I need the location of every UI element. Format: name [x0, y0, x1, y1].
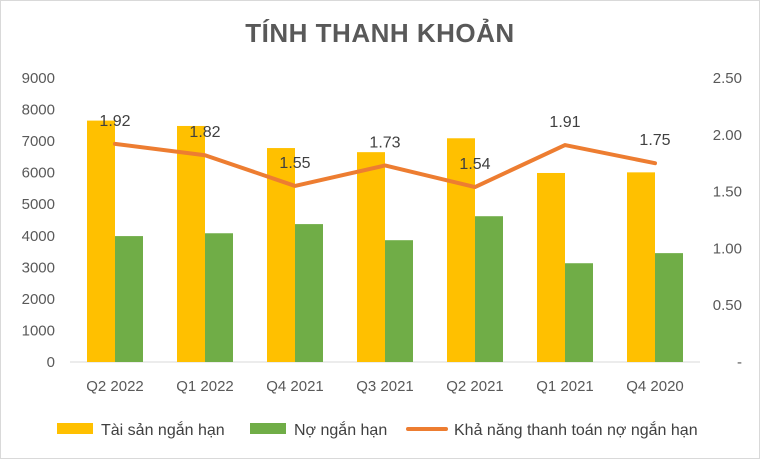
x-tick-label: Q3 2021: [356, 378, 414, 395]
y-left-tick-label: 1000: [22, 322, 55, 339]
y-right-tick-label: 2.00: [713, 127, 742, 144]
x-tick-label: Q1 2021: [536, 378, 594, 395]
line-data-label: 1.54: [459, 156, 490, 173]
chart-title: TÍNH THANH KHOẢN: [245, 18, 515, 48]
axes-layer: 0 1000 2000 3000 4000 5000 6000 7000 8000 9000 - 0.…: [22, 70, 742, 395]
y-right-tick-label: 1.50: [713, 184, 742, 201]
y-right-tick-label: 0.50: [713, 297, 742, 314]
legend: Tài sản ngắn hạn Nợ ngắn hạn Khả năng than…: [57, 420, 698, 439]
labels-layer: 1.92 1.82 1.55 1.73 1.54 1.91 1.75: [99, 113, 670, 173]
bar-tai-san-ngan-han: [627, 172, 655, 362]
bar-no-ngan-han: [205, 233, 233, 362]
y-left-tick-label: 9000: [22, 70, 55, 87]
y-left-tick-label: 2000: [22, 291, 55, 308]
line-data-label: 1.73: [369, 134, 400, 151]
line-data-label: 1.92: [99, 113, 130, 130]
line-data-label: 1.75: [639, 132, 670, 149]
y-right-tick-label: 2.50: [713, 70, 742, 87]
bars-layer: [87, 120, 683, 362]
legend-label: Khả năng thanh toán nợ ngắn hạn: [454, 420, 698, 439]
x-tick-label: Q1 2022: [176, 378, 234, 395]
legend-item: Nợ ngắn hạn: [250, 420, 387, 439]
y-left-tick-label: 0: [47, 354, 55, 371]
legend-swatch: [57, 423, 93, 434]
y-left-tick-label: 5000: [22, 196, 55, 213]
bar-tai-san-ngan-han: [447, 138, 475, 362]
x-tick-label: Q4 2020: [626, 378, 684, 395]
x-tick-label: Q2 2021: [446, 378, 504, 395]
bar-tai-san-ngan-han: [357, 152, 385, 362]
y-left-tick-label: 3000: [22, 259, 55, 276]
y-left-tick-label: 8000: [22, 102, 55, 119]
bar-no-ngan-han: [115, 236, 143, 362]
bar-no-ngan-han: [475, 216, 503, 362]
line-data-label: 1.91: [549, 114, 580, 131]
y-left-tick-label: 6000: [22, 165, 55, 182]
y-right-tick-label: -: [737, 354, 742, 371]
line-data-label: 1.55: [279, 155, 310, 172]
line-data-label: 1.82: [189, 124, 220, 141]
bar-no-ngan-han: [385, 240, 413, 362]
bar-no-ngan-han: [295, 224, 323, 362]
x-tick-label: Q2 2022: [86, 378, 144, 395]
bar-no-ngan-han: [655, 253, 683, 362]
legend-item: Tài sản ngắn hạn: [57, 420, 225, 439]
legend-label: Nợ ngắn hạn: [294, 420, 387, 439]
legend-swatch: [250, 423, 286, 434]
bar-tai-san-ngan-han: [177, 125, 205, 362]
legend-item: Khả năng thanh toán nợ ngắn hạn: [406, 420, 698, 439]
y-left-tick-label: 4000: [22, 228, 55, 245]
bar-tai-san-ngan-han: [87, 120, 115, 362]
legend-label: Tài sản ngắn hạn: [101, 420, 225, 439]
y-right-tick-label: 1.00: [713, 240, 742, 257]
bar-no-ngan-han: [565, 263, 593, 362]
bar-tai-san-ngan-han: [537, 172, 565, 362]
line-kha-nang-thanh-toan: [113, 141, 657, 190]
y-left-tick-label: 7000: [22, 133, 55, 150]
line-layer: [113, 141, 657, 190]
x-tick-label: Q4 2021: [266, 378, 324, 395]
